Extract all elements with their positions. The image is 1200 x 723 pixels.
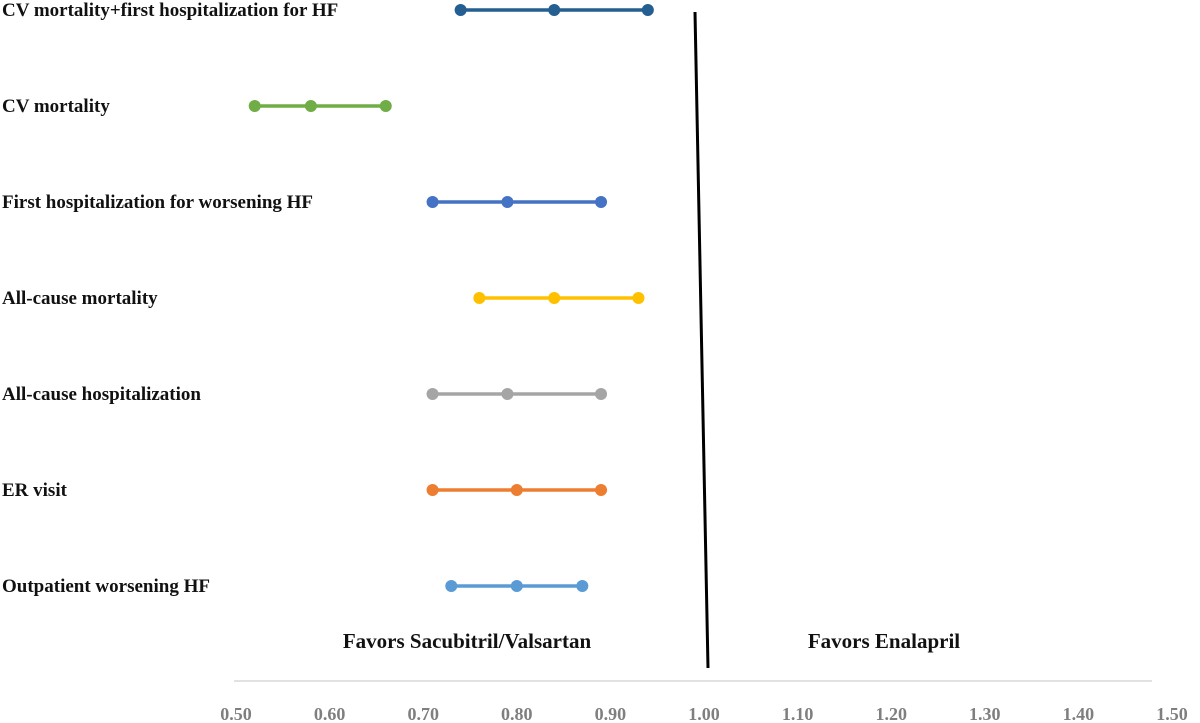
ci-lower-point [426, 388, 439, 400]
ci-upper-point [379, 100, 392, 112]
ci-lower-point [426, 196, 439, 208]
favor-left-label: Favors Sacubitril/Valsartan [343, 629, 592, 653]
series-row: CV mortality [2, 96, 392, 117]
x-tick-label: 0.90 [595, 704, 627, 723]
x-tick-label: 1.20 [875, 704, 907, 723]
x-tick-label: 1.00 [688, 704, 720, 723]
ci-upper-point [595, 196, 608, 208]
point-estimate [304, 100, 317, 112]
point-estimate [548, 4, 561, 16]
favor-right-label: Favors Enalapril [808, 629, 960, 653]
series-rows: CV mortality+first hospitalization for H… [2, 0, 654, 597]
point-estimate [548, 292, 561, 304]
ci-lower-point [473, 292, 486, 304]
series-row: CV mortality+first hospitalization for H… [2, 0, 654, 21]
series-row: ER visit [2, 480, 608, 501]
point-estimate [510, 580, 523, 592]
ci-upper-point [595, 388, 608, 400]
x-tick-label: 0.50 [220, 704, 252, 723]
ci-upper-point [595, 484, 608, 496]
point-estimate [501, 388, 514, 400]
ci-lower-point [426, 484, 439, 496]
series-label: CV mortality [2, 96, 110, 117]
x-tick-label: 0.60 [314, 704, 346, 723]
series-row: Outpatient worsening HF [2, 576, 589, 597]
ci-upper-point [641, 4, 654, 16]
series-row: All-cause hospitalization [2, 384, 608, 405]
series-label: ER visit [2, 480, 68, 501]
ci-upper-point [632, 292, 645, 304]
series-label: First hospitalization for worsening HF [2, 192, 313, 213]
x-tick-label: 0.70 [407, 704, 439, 723]
ci-lower-point [248, 100, 261, 112]
series-label: CV mortality+first hospitalization for H… [2, 0, 338, 21]
series-row: First hospitalization for worsening HF [2, 192, 608, 213]
series-label: All-cause mortality [2, 288, 158, 309]
x-tick-label: 1.50 [1156, 704, 1188, 723]
x-axis-ticks: 0.50 0.60 0.70 0.80 0.90 1.00 1.10 1.20 1.30 1.40… [220, 704, 1188, 723]
x-tick-label: 1.30 [969, 704, 1001, 723]
reference-line [693, 11, 710, 669]
ci-lower-point [445, 580, 458, 592]
point-estimate [510, 484, 523, 496]
series-label: Outpatient worsening HF [2, 576, 210, 597]
series-row: All-cause mortality [2, 288, 645, 309]
x-tick-label: 1.10 [782, 704, 814, 723]
x-tick-label: 1.40 [1063, 704, 1095, 723]
ci-upper-point [576, 580, 589, 592]
series-label: All-cause hospitalization [2, 384, 201, 405]
ci-lower-point [454, 4, 467, 16]
point-estimate [501, 196, 514, 208]
x-tick-label: 0.80 [501, 704, 533, 723]
